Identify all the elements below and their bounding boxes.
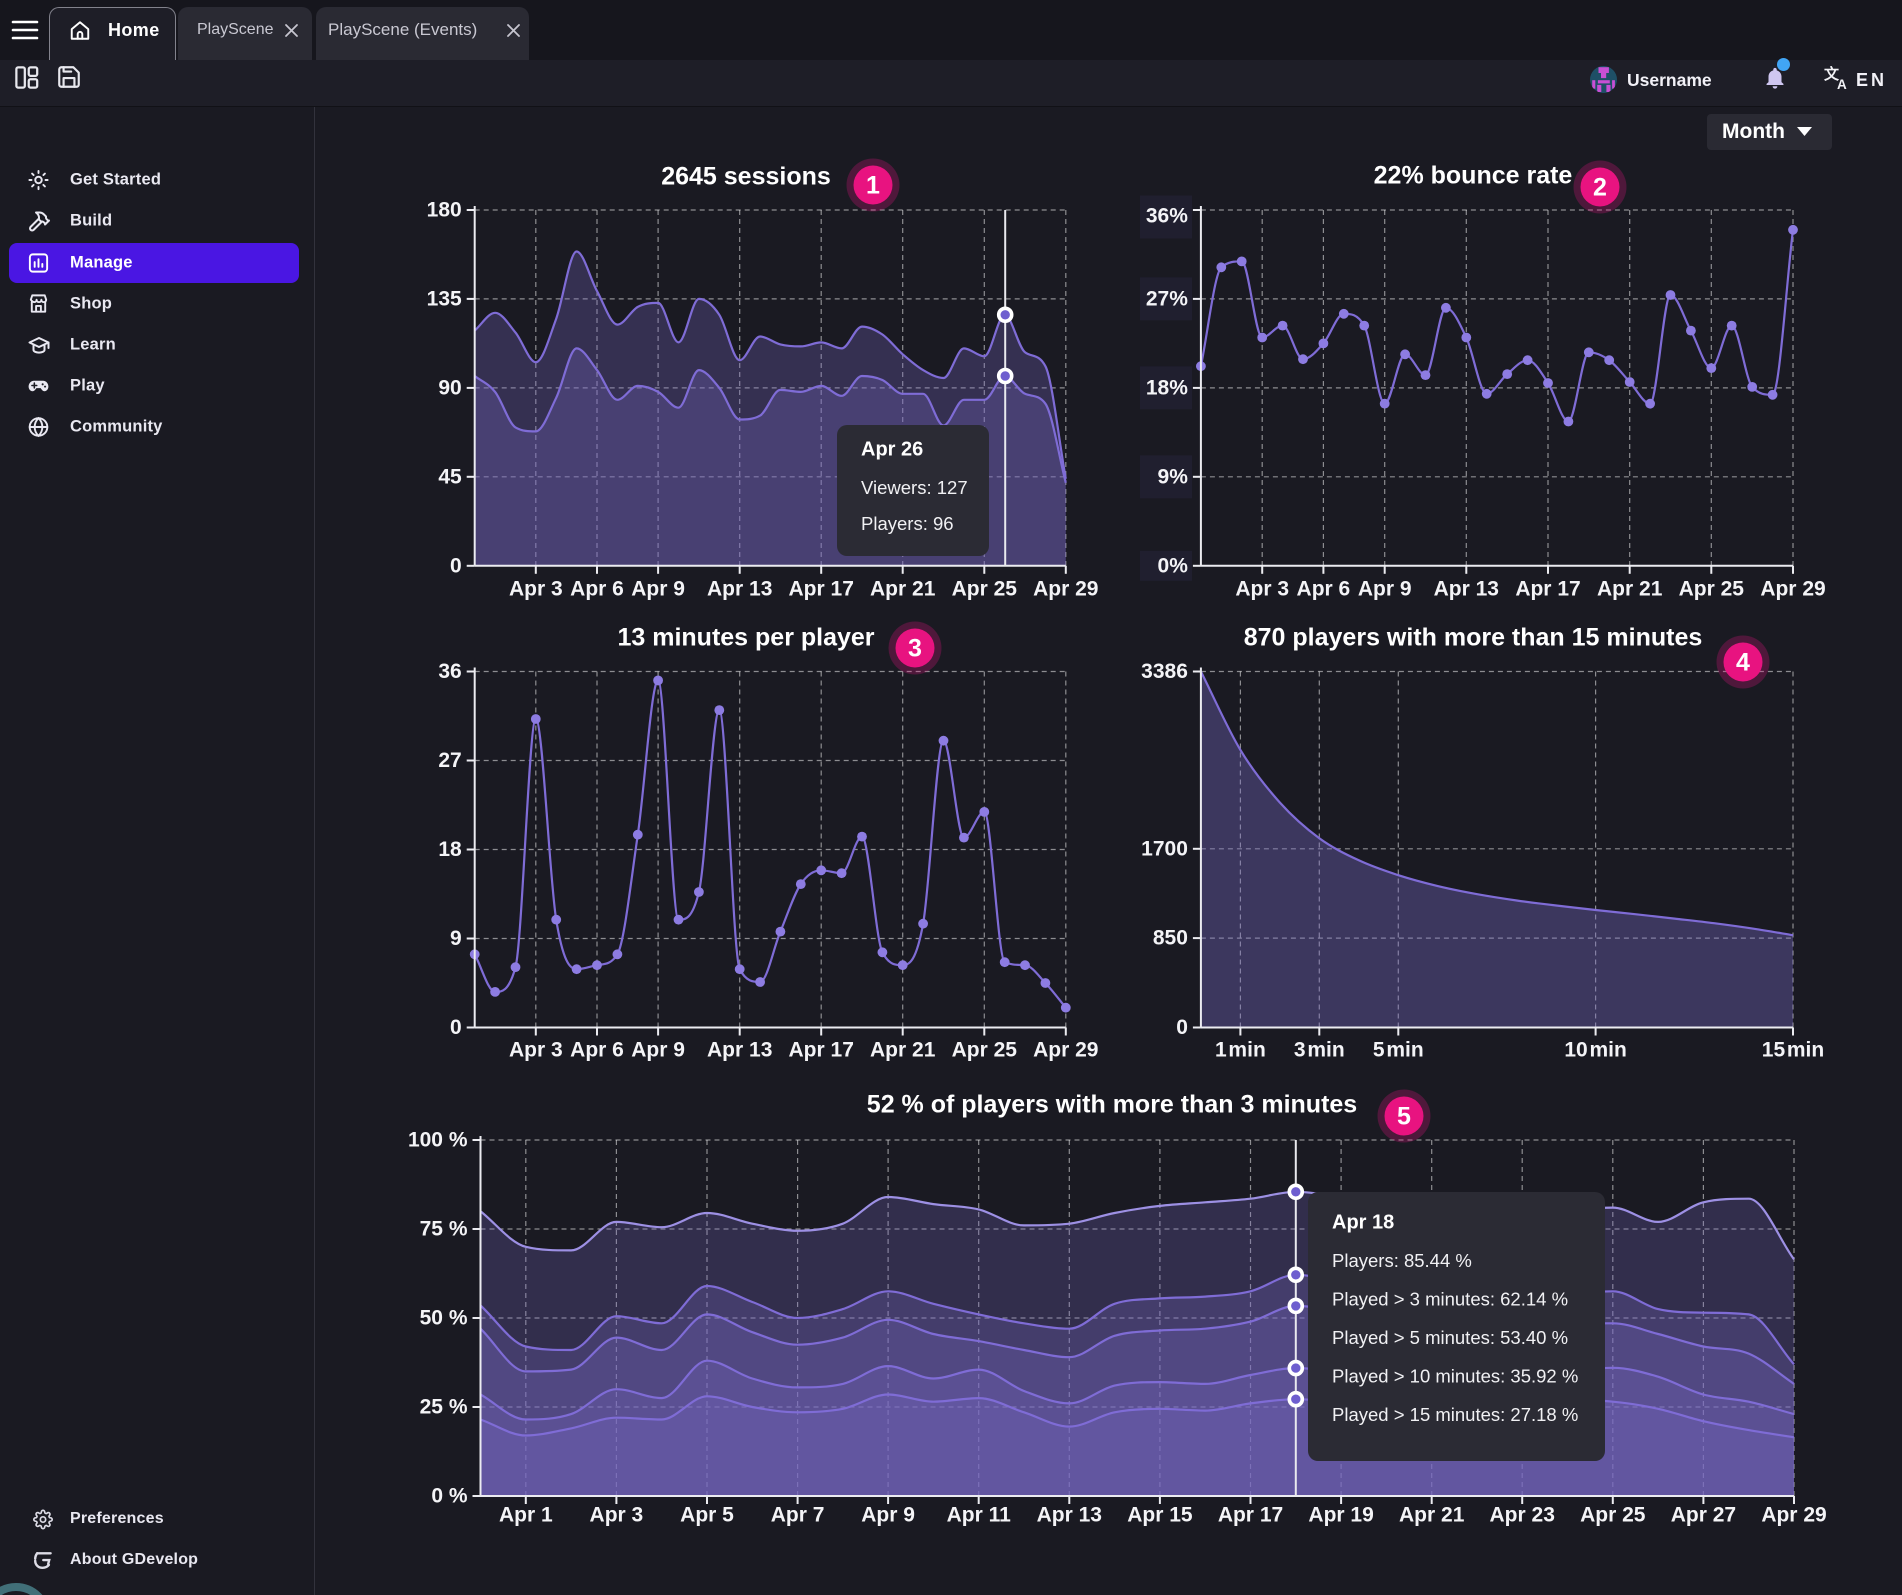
svg-text:Apr 3: Apr 3	[1235, 578, 1289, 601]
svg-text:3 min: 3 min	[1294, 1039, 1345, 1062]
svg-text:Apr 19: Apr 19	[1308, 1504, 1373, 1527]
svg-text:27: 27	[438, 749, 461, 772]
svg-text:Played > 3 minutes: 62.14 %: Played > 3 minutes: 62.14 %	[1332, 1288, 1568, 1309]
svg-text:75 %: 75 %	[420, 1218, 468, 1241]
svg-text:Apr 9: Apr 9	[631, 1039, 685, 1062]
svg-text:Apr 6: Apr 6	[570, 1039, 624, 1062]
svg-text:Apr 21: Apr 21	[1399, 1504, 1465, 1527]
svg-text:Apr 3: Apr 3	[590, 1504, 644, 1527]
svg-text:1 min: 1 min	[1215, 1039, 1266, 1062]
svg-text:100 %: 100 %	[408, 1129, 468, 1152]
svg-text:Apr 21: Apr 21	[1597, 578, 1663, 601]
svg-text:0: 0	[1176, 1016, 1188, 1039]
svg-text:2645 sessions: 2645 sessions	[661, 163, 831, 191]
svg-text:135: 135	[427, 287, 462, 310]
svg-text:Apr 5: Apr 5	[680, 1504, 734, 1527]
svg-text:45: 45	[438, 465, 462, 488]
svg-text:Apr 27: Apr 27	[1671, 1504, 1736, 1527]
svg-text:Apr 23: Apr 23	[1490, 1504, 1555, 1527]
svg-text:850: 850	[1153, 927, 1188, 950]
svg-text:0 %: 0 %	[431, 1485, 468, 1508]
svg-text:870 players with more than 15: 870 players with more than 15 minutes	[1244, 624, 1703, 652]
svg-text:Apr 3: Apr 3	[509, 578, 563, 601]
svg-text:Apr 29: Apr 29	[1033, 1039, 1098, 1062]
svg-text:90: 90	[438, 376, 461, 399]
svg-text:Apr 6: Apr 6	[1297, 578, 1351, 601]
svg-text:Apr 26: Apr 26	[861, 438, 923, 460]
svg-text:Players: 96: Players: 96	[861, 513, 954, 534]
svg-text:10 min: 10 min	[1564, 1039, 1626, 1062]
svg-text:Played > 15 minutes: 27.18 %: Played > 15 minutes: 27.18 %	[1332, 1404, 1578, 1425]
svg-text:Apr 29: Apr 29	[1033, 578, 1098, 601]
svg-text:36%: 36%	[1146, 205, 1188, 228]
svg-text:Players: 85.44 %: Players: 85.44 %	[1332, 1250, 1472, 1271]
svg-text:Apr 13: Apr 13	[707, 578, 772, 601]
svg-text:0%: 0%	[1158, 554, 1189, 577]
svg-text:Apr 11: Apr 11	[947, 1504, 1012, 1527]
svg-text:Apr 25: Apr 25	[1679, 578, 1745, 601]
svg-text:3386: 3386	[1141, 660, 1188, 683]
svg-text:Apr 25: Apr 25	[1580, 1504, 1646, 1527]
svg-text:Apr 25: Apr 25	[952, 1039, 1018, 1062]
svg-text:Apr 1: Apr 1	[499, 1504, 553, 1527]
svg-text:Apr 9: Apr 9	[1358, 578, 1412, 601]
svg-text:13 minutes per player: 13 minutes per player	[617, 624, 874, 652]
svg-text:Apr 21: Apr 21	[870, 578, 936, 601]
svg-text:Apr 17: Apr 17	[1515, 578, 1580, 601]
svg-text:文: 文	[1824, 66, 1840, 83]
svg-text:36: 36	[438, 660, 461, 683]
svg-text:0: 0	[450, 1016, 462, 1039]
svg-text:15 min: 15 min	[1762, 1039, 1824, 1062]
svg-text:Apr 13: Apr 13	[1037, 1504, 1102, 1527]
svg-text:Apr 17: Apr 17	[789, 1039, 854, 1062]
svg-text:9: 9	[450, 927, 462, 950]
svg-text:Played > 5 minutes: 53.40 %: Played > 5 minutes: 53.40 %	[1332, 1327, 1568, 1348]
svg-text:Apr 29: Apr 29	[1761, 1504, 1826, 1527]
svg-text:Viewers: 127: Viewers: 127	[861, 477, 968, 498]
svg-text:52 % of players with more than: 52 % of players with more than 3 minutes	[867, 1091, 1357, 1119]
svg-text:180: 180	[427, 199, 462, 222]
svg-text:Apr 13: Apr 13	[1434, 578, 1499, 601]
svg-text:Played > 10 minutes: 35.92 %: Played > 10 minutes: 35.92 %	[1332, 1365, 1578, 1386]
svg-text:Apr 9: Apr 9	[631, 578, 685, 601]
svg-text:4: 4	[1736, 649, 1750, 677]
svg-text:1700: 1700	[1141, 837, 1188, 860]
svg-text:3: 3	[908, 635, 922, 663]
svg-text:2: 2	[1593, 174, 1607, 202]
svg-text:Apr 3: Apr 3	[509, 1039, 563, 1062]
svg-text:Apr 17: Apr 17	[1218, 1504, 1283, 1527]
svg-text:22% bounce rate: 22% bounce rate	[1374, 162, 1573, 190]
svg-text:A: A	[1837, 77, 1847, 91]
svg-text:Apr 29: Apr 29	[1760, 578, 1825, 601]
svg-text:0: 0	[450, 554, 462, 577]
svg-text:Apr 6: Apr 6	[570, 578, 624, 601]
svg-text:27%: 27%	[1146, 287, 1188, 310]
svg-text:Apr 21: Apr 21	[870, 1039, 936, 1062]
svg-text:Apr 17: Apr 17	[789, 578, 854, 601]
svg-text:50 %: 50 %	[420, 1307, 468, 1330]
svg-text:Apr 18: Apr 18	[1332, 1211, 1394, 1233]
svg-text:18: 18	[438, 838, 462, 861]
svg-text:Apr 25: Apr 25	[952, 578, 1018, 601]
svg-text:9%: 9%	[1158, 465, 1189, 488]
svg-text:5: 5	[1397, 1103, 1411, 1131]
svg-text:Apr 13: Apr 13	[707, 1039, 772, 1062]
svg-text:Apr 7: Apr 7	[771, 1504, 825, 1527]
svg-text:18%: 18%	[1146, 376, 1188, 399]
svg-text:Apr 9: Apr 9	[861, 1504, 915, 1527]
svg-text:1: 1	[866, 172, 880, 200]
svg-text:Apr 15: Apr 15	[1127, 1504, 1193, 1527]
svg-text:5 min: 5 min	[1373, 1039, 1424, 1062]
svg-text:25 %: 25 %	[420, 1396, 468, 1419]
